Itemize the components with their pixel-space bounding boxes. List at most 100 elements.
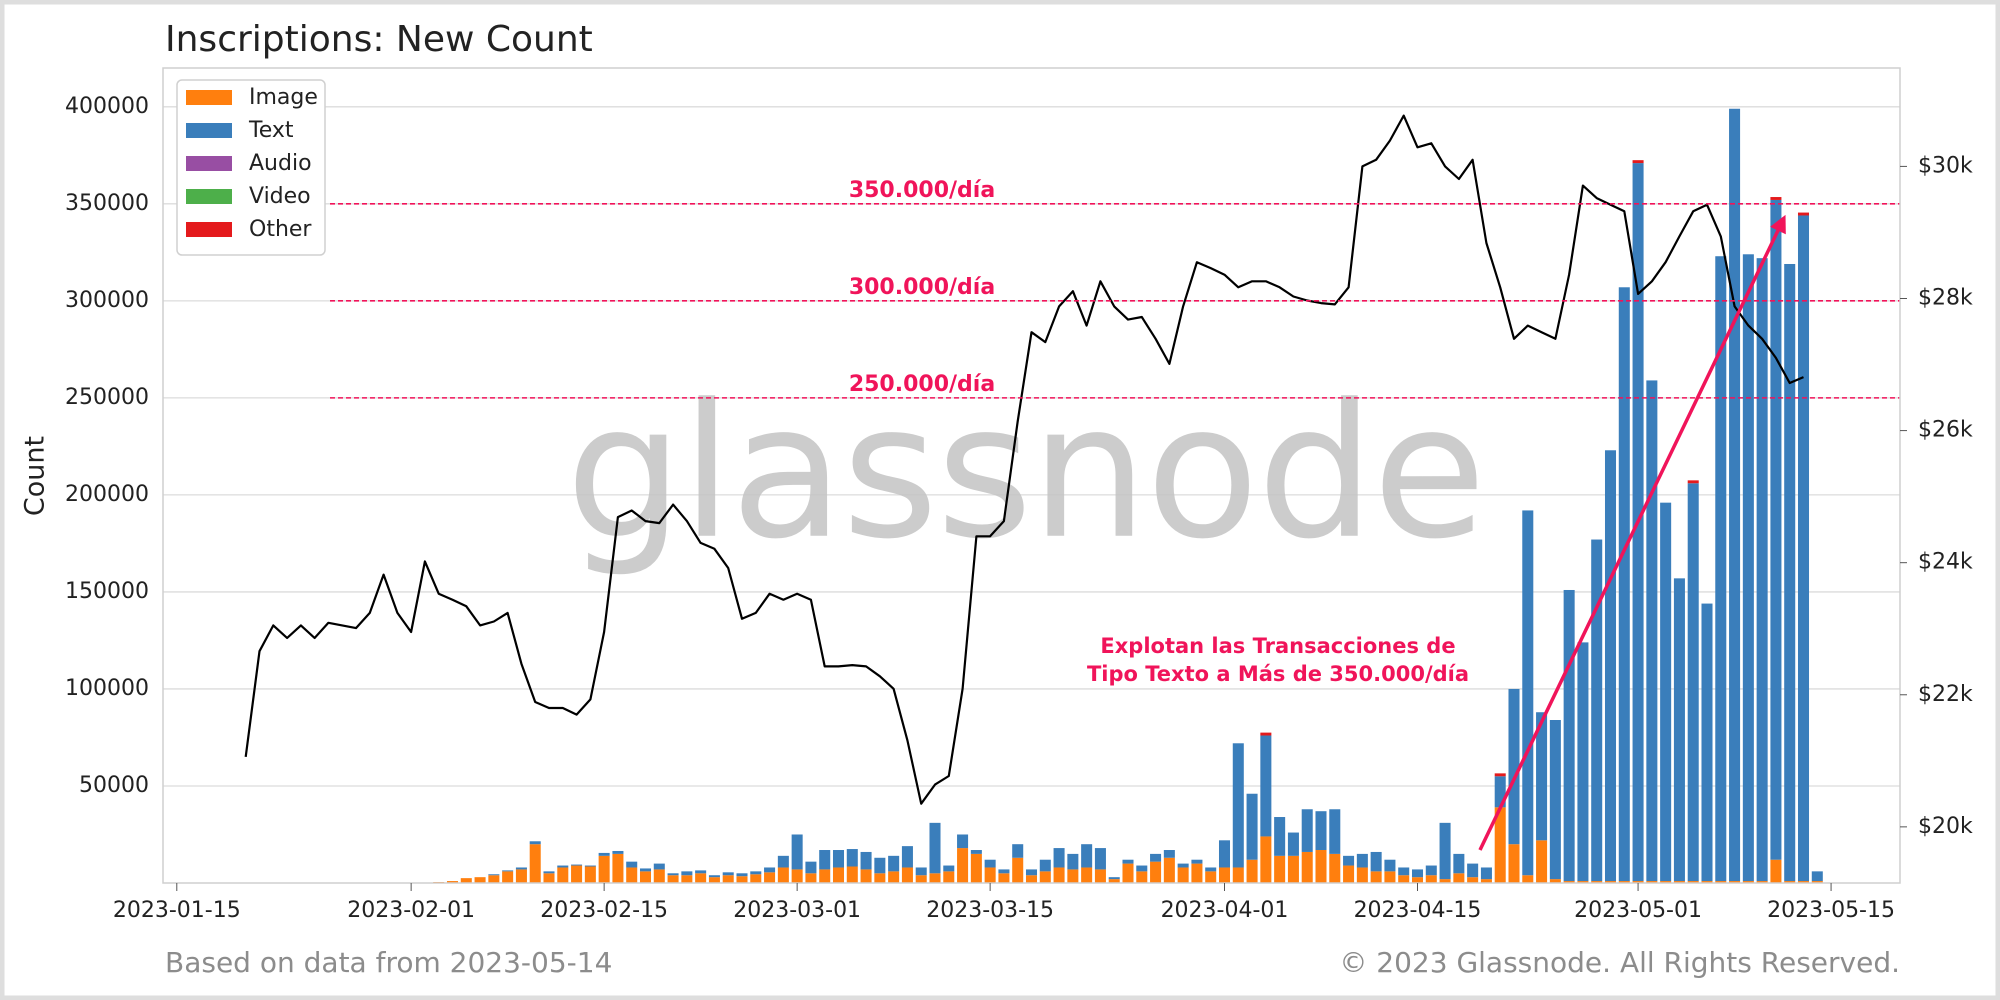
bar-segment [1191,863,1203,883]
bar-segment [888,871,900,883]
bar-segment [1356,853,1368,868]
bar-segment [1274,855,1286,883]
reference-label: 350.000/día [849,178,995,203]
bar-segment [1687,480,1699,484]
bar-segment [943,871,955,883]
y-tick-label: 50000 [79,773,149,798]
bar-segment [1522,875,1534,883]
bar-segment [929,822,941,874]
bar-segment [1108,877,1120,880]
bar-segment [612,853,624,883]
bar-segment [1053,867,1065,883]
bar-segment [1301,809,1313,852]
legend-label: Other [249,217,312,242]
y2-tick-label: $24k [1918,550,1973,575]
bar-segment [1784,881,1796,883]
bar-segment [1742,881,1754,883]
legend-label: Text [248,118,294,143]
bar-segment [1384,859,1396,872]
bar-segment [1549,879,1561,883]
bar-segment [832,850,845,868]
bar-segment [1453,853,1465,874]
bar-segment [1012,844,1024,858]
bar-segment [1770,199,1782,860]
bar-segment [488,874,500,876]
y-tick-label: 400000 [65,94,149,119]
bar-segment [943,865,955,872]
bar-segment [1329,809,1341,854]
bar-segment [1136,865,1148,872]
bar-segment [502,871,514,883]
bar-segment [1122,859,1134,864]
reference-label: 250.000/día [849,372,995,397]
bar-segment [543,871,555,874]
bar-segment [1039,871,1051,883]
bar-segment [1343,865,1355,883]
bar-segment [1480,879,1492,883]
bar-segment [1453,873,1465,883]
bar-segment [529,844,541,883]
bar-segment [1067,853,1079,870]
bar-segment [915,875,927,883]
bar-segment [1232,743,1244,868]
bar-segment [1177,867,1189,883]
bar-segment [1742,254,1754,882]
bar-segment [957,848,969,883]
legend-swatch [186,222,232,237]
bar-segment [1660,502,1672,882]
bar-segment [543,873,555,883]
bar-segment [695,870,707,874]
bar-segment [1315,850,1327,883]
bar-segment [846,849,858,867]
bar-segment [1756,258,1768,882]
bar-segment [805,861,817,874]
bar-segment [832,867,845,883]
bar-segment [1287,855,1299,883]
bar-segment [777,855,789,868]
bar-segment [1632,881,1644,883]
bar-segment [929,873,941,883]
bar-segment [626,861,638,868]
bar-segment [736,876,748,883]
bar-segment [681,871,693,876]
bar-segment [1646,881,1658,883]
y2-tick-label: $28k [1918,285,1973,310]
bar-segment [1301,851,1313,883]
legend-swatch [186,123,232,138]
y-tick-label: 250000 [65,385,149,410]
bar-segment [791,869,803,883]
bar-segment [571,864,583,866]
bar-segment [598,852,610,856]
bar-segment [1398,875,1410,883]
footer-left: Based on data from 2023-05-14 [165,946,612,979]
bar-segment [639,868,652,872]
price [244,114,1804,805]
bar-segment [488,875,500,883]
x-tick-label: 2023-04-15 [1354,898,1482,923]
bar-segment [1577,642,1589,882]
bar-segment [1343,855,1355,866]
axes: 50000 100000 150000 200000 250000 300000 35000… [65,94,1973,923]
bar-segment [598,855,610,883]
annotation: Tipo Texto a Más de 350.000/día [1087,662,1469,686]
bar-segment [1797,881,1810,883]
bar-segment [777,867,789,883]
bar-segment [736,873,748,877]
bar-segment [957,834,969,849]
bar-segment [515,869,527,883]
bar-segment [1715,256,1727,882]
bar-segment [1549,720,1561,880]
bar-segment [695,873,707,883]
y2-tick-label: $26k [1918,418,1973,443]
bar-segment [1701,881,1713,883]
bar-segment [819,869,831,883]
bar-segment [1012,857,1024,883]
bar-segment [1797,212,1810,216]
y-axis-label: Count [20,436,51,516]
bar-segment [667,875,679,883]
x-tick-label: 2023-02-01 [347,898,475,923]
bar-segment [681,875,693,883]
bar-segment [1632,160,1644,164]
